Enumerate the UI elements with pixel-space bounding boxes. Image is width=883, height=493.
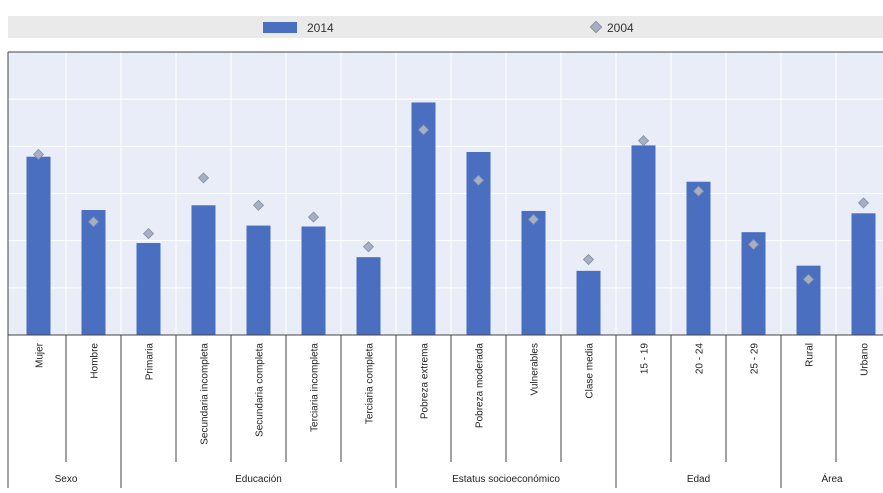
marker-point <box>747 238 760 251</box>
bar <box>631 145 656 335</box>
marker-point <box>142 228 155 240</box>
marker-point <box>472 174 485 186</box>
legend-marker-swatch <box>589 20 603 34</box>
x-tick-label: 25 - 29 <box>750 343 761 375</box>
x-tick-label: Terciaria incompleta <box>310 343 321 432</box>
legend-bar-label: 2014 <box>307 21 334 35</box>
x-tick-label: Terciaria completa <box>365 343 376 425</box>
marker-point <box>582 253 595 266</box>
x-tick-label: Rural <box>805 343 816 367</box>
group-label: Estatus socioeconómico <box>452 474 560 485</box>
x-tick-label: Urbano <box>860 343 871 376</box>
group-label: Sexo <box>55 474 78 485</box>
legend-background <box>8 16 883 38</box>
bar <box>191 205 216 335</box>
category-separators <box>65 335 837 488</box>
group-label: Área <box>821 472 843 485</box>
x-tick-label: Secundaria incompleta <box>200 343 211 445</box>
x-tick-label: Clase media <box>585 343 596 399</box>
bar <box>851 213 876 335</box>
bar <box>686 181 711 335</box>
x-tick-label: Hombre <box>90 343 101 379</box>
bar <box>136 243 161 335</box>
bar <box>356 257 381 335</box>
marker-point <box>802 273 815 285</box>
bar <box>576 270 601 335</box>
x-tick-labels: Mujer Hombre Primaria Secundaria incompleta… <box>35 342 871 444</box>
x-tick-label: Pobreza moderada <box>475 343 486 428</box>
bar <box>301 226 326 335</box>
bars <box>26 102 876 336</box>
x-tick-label: Vulnerables <box>530 343 541 395</box>
marker-point <box>87 216 100 228</box>
bar <box>411 102 436 336</box>
group-label: Edad <box>687 474 710 485</box>
marker-point <box>417 124 430 136</box>
group-labels: Sexo Educación Estatus socioeconómico Edad Á… <box>55 472 843 485</box>
x-tick-label: Mujer <box>35 342 46 368</box>
x-tick-label: Primaria <box>145 343 156 381</box>
x-tick-label: 20 - 24 <box>695 343 706 375</box>
marker-point <box>252 199 265 211</box>
bar <box>81 210 106 335</box>
grid-lines <box>8 52 883 335</box>
marker-point <box>32 148 45 160</box>
legend-marker-label: 2004 <box>607 21 634 35</box>
x-tick-label: 15 - 19 <box>640 343 651 375</box>
marker-point <box>197 172 210 184</box>
marker-point <box>692 185 705 197</box>
marker-point <box>637 135 650 147</box>
bar <box>246 225 271 335</box>
marker-point <box>857 197 870 209</box>
x-tick-label: Secundaria completa <box>255 343 266 437</box>
legend-bar-swatch <box>263 22 297 33</box>
marker-point <box>527 213 540 226</box>
x-tick-label: Pobreza extrema <box>420 343 431 420</box>
marker-point <box>362 241 375 253</box>
bar <box>521 210 546 335</box>
group-label: Educación <box>235 474 282 485</box>
marker-point <box>307 211 320 223</box>
markers <box>32 124 870 285</box>
bar <box>26 156 51 335</box>
